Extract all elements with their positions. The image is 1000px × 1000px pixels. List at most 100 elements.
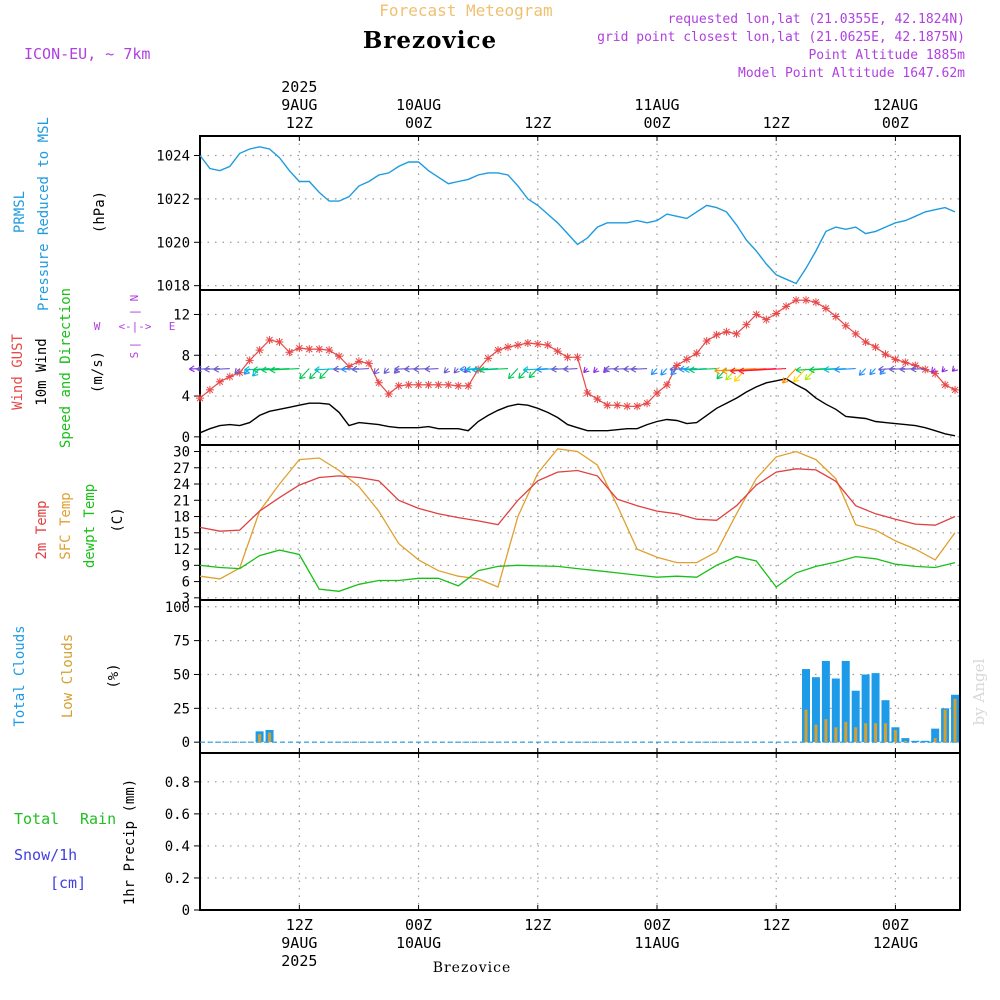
gust-marker	[503, 343, 512, 352]
gust-marker	[603, 401, 612, 410]
wind-direction-arrow	[738, 367, 787, 375]
low-cloud-bar	[814, 724, 818, 743]
y-tick-label: 0	[182, 430, 190, 446]
y-tick-label: 0.8	[165, 775, 190, 791]
point-altitude: Point Altitude 1885m	[808, 48, 965, 63]
temp-label-unit: (C)	[110, 507, 126, 532]
gust-marker	[196, 394, 204, 403]
pressure-labels: PRMSL Pressure Reduced to MSL (hPa)	[12, 117, 108, 311]
wind-direction-arrow	[678, 365, 697, 373]
pressure-label-prmsl: PRMSL	[12, 191, 28, 233]
y-tick-label: 100	[165, 600, 190, 616]
top-time-label: 12AUG	[873, 96, 918, 114]
gust-marker	[364, 359, 373, 368]
top-time-label: 00Z	[405, 114, 432, 132]
gust-marker	[821, 304, 830, 313]
gust-marker	[305, 345, 314, 354]
gust-marker	[563, 353, 572, 362]
wind-direction-arrow	[910, 365, 926, 373]
top-time-label: 00Z	[643, 114, 670, 132]
gust-marker	[732, 329, 741, 338]
y-tick-label: 4	[182, 389, 190, 405]
gust-marker	[354, 357, 363, 366]
gust-marker	[662, 380, 671, 389]
wind-direction-arrow	[563, 365, 578, 373]
gust-marker	[772, 309, 781, 318]
compass-v-top: |	[128, 309, 141, 316]
gust-marker	[782, 302, 791, 311]
y-tick-label: 50	[173, 667, 190, 683]
wind-direction-arrow	[319, 368, 330, 380]
low-cloud-bar	[268, 732, 272, 743]
t2m-line	[199, 468, 956, 532]
wind-direction-arrow	[858, 368, 867, 376]
temp-label-dewpt: dewpt Temp	[82, 484, 98, 568]
compass-e: E	[169, 320, 176, 333]
y-tick-label: 12	[173, 307, 190, 323]
gust-marker	[553, 347, 562, 356]
low-cloud-bar	[834, 727, 838, 743]
gust-marker	[583, 388, 592, 397]
wind-direction-arrow	[213, 365, 230, 373]
gust-marker	[265, 335, 274, 344]
wind-label-speed-dir: Speed and Direction	[58, 288, 74, 448]
y-tick-label: 0.6	[165, 807, 190, 823]
wind-direction-arrow	[721, 367, 767, 375]
y-tick-label: 21	[173, 493, 190, 509]
wind-direction-arrow	[941, 366, 948, 373]
y-tick-label: 12	[173, 542, 190, 558]
gust-marker	[921, 365, 930, 374]
wind-direction-arrow	[804, 368, 817, 381]
top-time-label: 12Z	[524, 114, 551, 132]
wind-direction-arrow	[930, 366, 938, 374]
dewpt-line	[199, 549, 956, 592]
wind-direction-arrow	[528, 368, 539, 379]
gust-marker	[275, 338, 284, 347]
wind-direction-arrow	[351, 365, 369, 373]
temp-labels: 2m Temp SFC Temp dewpt Temp (C)	[34, 484, 126, 568]
gust-marker	[742, 320, 751, 329]
low-cloud-bar	[804, 709, 808, 743]
total-cloud-bar	[802, 669, 811, 743]
low-cloud-bar	[883, 723, 887, 743]
gust-marker	[285, 348, 294, 357]
y-tick-label: 75	[173, 634, 190, 650]
gust-marker	[384, 390, 393, 399]
top-time-label: 12Z	[286, 114, 313, 132]
wind-compass: N | W <-|-> E | S	[94, 295, 176, 359]
low-cloud-bar	[943, 709, 947, 743]
wind-direction-arrow	[630, 365, 648, 373]
low-cloud-bar	[893, 729, 897, 743]
wind-direction-arrow	[244, 366, 270, 374]
gust-marker	[345, 362, 354, 371]
gust-marker	[315, 345, 324, 354]
total-cloud-bar	[861, 674, 870, 743]
y-tick-label: 1018	[156, 279, 190, 295]
gust-marker	[802, 296, 811, 305]
low-cloud-bar	[874, 723, 878, 743]
model-label: ICON-EU, ~ 7km	[24, 45, 150, 63]
gust-marker	[623, 402, 632, 411]
total-cloud-bar	[881, 700, 890, 743]
gust-marker	[404, 380, 413, 389]
top-time-label: 2025	[281, 78, 317, 96]
bottom-time-label: 12Z	[763, 916, 790, 934]
low-cloud-bar	[953, 698, 957, 743]
y-tick-label: 8	[182, 348, 190, 364]
gust-marker	[374, 378, 383, 387]
top-time-label: 10AUG	[396, 96, 441, 114]
gust-line	[199, 299, 956, 407]
wind-direction-arrow	[782, 368, 797, 384]
wind-label-unit: (m/s)	[90, 351, 106, 393]
gust-marker	[215, 377, 224, 386]
y-tick-label: 1020	[156, 235, 190, 251]
wind-direction-arrow	[424, 365, 439, 373]
wind-direction-arrow	[507, 368, 519, 380]
bottom-time-label: 2025	[281, 952, 317, 970]
y-tick-label: 24	[173, 477, 190, 493]
bottom-time-label: 9AUG	[281, 934, 317, 952]
gust-marker	[712, 330, 721, 339]
compass-h: <-|->	[118, 320, 151, 333]
